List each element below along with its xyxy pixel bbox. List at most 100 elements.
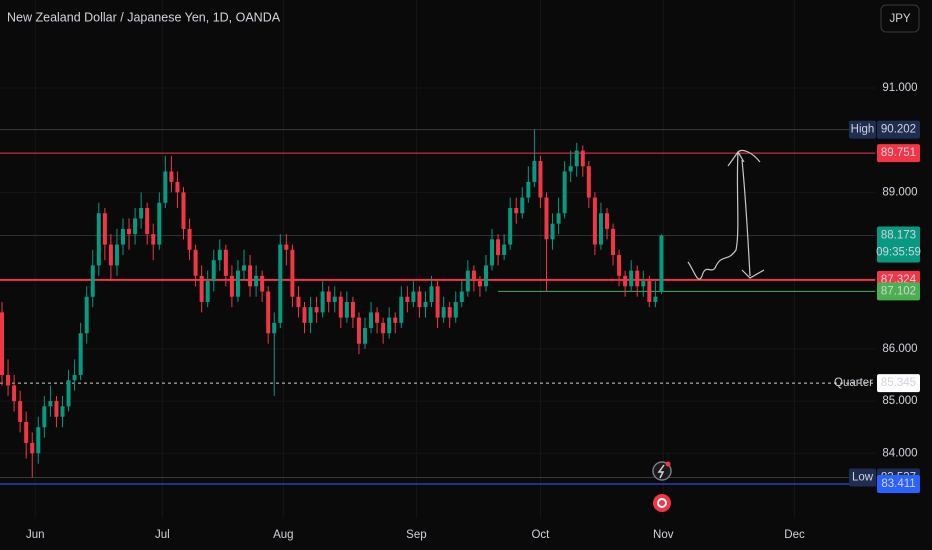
currency-label[interactable]: JPY	[889, 13, 910, 25]
y-tick-label: 89.000	[882, 186, 917, 198]
y-tick-label: 91.000	[882, 82, 917, 94]
candle-body	[66, 380, 71, 407]
candle-body	[453, 301, 458, 318]
price-labels: 90.202High89.75188.17309:35:5987.32487.1…	[834, 120, 921, 494]
candle-body	[284, 244, 289, 250]
candle-body	[526, 181, 531, 198]
candle-body	[211, 260, 216, 282]
candle-body	[477, 281, 482, 287]
chart-title: New Zealand Dollar / Japanese Yen, 1D, O…	[7, 10, 281, 24]
candle-body	[24, 421, 29, 443]
candle-body	[568, 166, 573, 172]
candle-body	[592, 197, 597, 245]
candle-body	[393, 317, 398, 323]
candle-body	[502, 244, 507, 255]
candle-body	[223, 249, 228, 276]
candle-body	[580, 150, 585, 167]
candle-body	[229, 275, 234, 297]
candle-body	[163, 171, 168, 203]
price-line-name-box	[849, 468, 876, 487]
candle-body	[635, 270, 640, 287]
candle-body	[235, 270, 240, 297]
candle-body	[48, 401, 53, 407]
candle-body	[157, 202, 162, 245]
candle-body	[350, 301, 355, 318]
candle-body	[447, 307, 452, 318]
candle-body	[12, 385, 17, 402]
candle-body	[465, 270, 470, 292]
candle-body	[320, 291, 325, 313]
event-icon[interactable]	[653, 494, 671, 512]
candle-body	[139, 208, 144, 219]
candle-body	[459, 291, 464, 302]
candle-body	[278, 244, 283, 323]
price-line-name: Low	[852, 471, 874, 483]
candle-body	[102, 213, 107, 245]
y-tick-label: 84.000	[882, 447, 917, 459]
candle-body	[254, 275, 259, 287]
candle-body	[405, 296, 410, 302]
candle-body	[217, 249, 222, 261]
currency-button[interactable]	[880, 4, 920, 33]
candle-body	[193, 249, 198, 276]
x-tick-label: Dec	[784, 529, 805, 541]
candle-body	[260, 275, 265, 292]
candle-body	[520, 197, 525, 214]
price-line-name: High	[851, 124, 875, 136]
candle-body	[344, 301, 349, 318]
candle-body	[435, 286, 440, 318]
candle-body	[60, 406, 65, 417]
candle-body	[6, 375, 11, 386]
price-line-name-box	[849, 120, 876, 139]
candle-body	[326, 291, 331, 302]
candle-body	[151, 234, 156, 245]
candles	[0, 129, 664, 478]
price-axis: 84.000 85.000 86.000 89.000 91.000 Jun Jul Aug S…	[26, 82, 918, 541]
candle-body	[272, 322, 277, 334]
price-label: 83.411	[881, 478, 915, 490]
candle-body	[659, 235, 664, 292]
candle-body	[399, 296, 404, 323]
candle-body	[114, 244, 119, 266]
candle-body	[181, 192, 186, 229]
candle-body	[508, 208, 513, 245]
candle-body	[514, 208, 519, 214]
candle-body	[586, 166, 591, 198]
candle-body	[629, 270, 634, 287]
price-label-box	[877, 282, 920, 301]
price-label: 87.102	[881, 285, 916, 297]
candle-body	[641, 281, 646, 287]
countdown-label: 09:35:59	[876, 247, 921, 259]
x-tick-label: Jun	[26, 529, 45, 541]
x-tick-label: Aug	[273, 529, 293, 541]
candle-body	[550, 223, 555, 240]
candle-body	[169, 171, 174, 182]
candle-body	[42, 406, 47, 428]
candle-body	[54, 401, 59, 417]
candle-body	[381, 322, 386, 334]
candle-body	[18, 401, 23, 422]
alert-icon[interactable]	[652, 461, 672, 481]
candle-body	[538, 161, 543, 198]
candle-body	[314, 307, 319, 313]
price-label-box	[877, 120, 920, 139]
price-line-name: Quarter	[834, 377, 873, 389]
drawing-arrow	[687, 149, 761, 280]
candle-body	[647, 281, 652, 302]
drawing-arrow-head	[727, 150, 765, 279]
candle-body	[429, 286, 434, 302]
candle-body	[617, 254, 622, 276]
candle-body	[248, 265, 253, 287]
candle-body	[471, 270, 476, 282]
candle-body	[199, 275, 204, 302]
candle-body	[296, 296, 301, 308]
x-tick-label: Oct	[531, 529, 550, 541]
candle-body	[604, 213, 609, 229]
price-label-box	[877, 144, 920, 163]
candle-body	[133, 218, 138, 235]
candle-body	[84, 296, 89, 334]
candle-body	[623, 275, 628, 287]
x-tick-label: Sep	[406, 529, 426, 541]
candle-body	[145, 208, 150, 235]
